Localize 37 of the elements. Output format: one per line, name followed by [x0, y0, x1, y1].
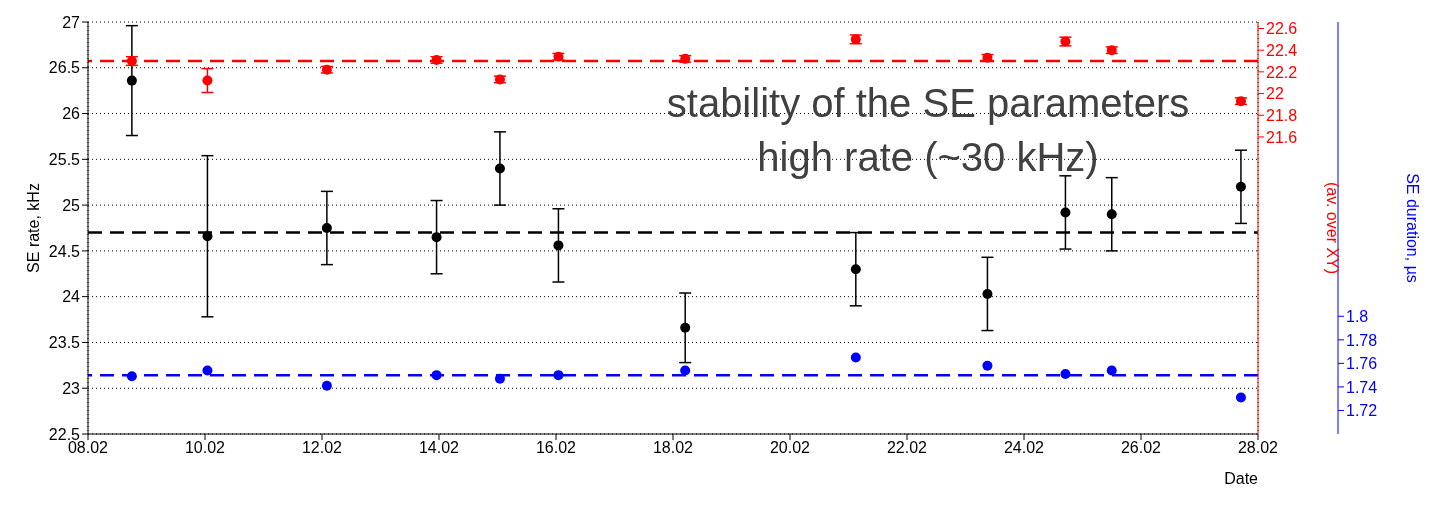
y2-tick-label: 22.4	[1266, 41, 1298, 59]
y3-tick-label: 1.74	[1346, 378, 1378, 396]
y-tick-label: 24	[62, 288, 81, 306]
x-tick-label: 24.02	[1003, 439, 1045, 457]
x-tick-label: 16.02	[535, 439, 577, 457]
x-tick-label: 18.02	[652, 439, 694, 457]
y3-tick-label: 1.76	[1346, 355, 1378, 373]
y2-tick-label: 22.6	[1266, 20, 1298, 38]
x-tick-label: 26.02	[1120, 439, 1162, 457]
x-tick-label: 28.02	[1237, 439, 1279, 457]
y-tick-label: 26	[62, 105, 81, 123]
y3-tick-label: 1.8	[1346, 307, 1369, 325]
y-tick-label: 25	[62, 196, 81, 214]
y2-tick-label: 21.6	[1266, 128, 1298, 146]
x-tick-label: 14.02	[418, 439, 460, 457]
y3-tick-label: 1.78	[1346, 331, 1378, 349]
x-tick-label: 20.02	[769, 439, 811, 457]
annotation: high rate (~30 kHz)	[756, 134, 1100, 181]
y-tick-label: 23	[62, 379, 81, 397]
y-tick-label: 24.5	[48, 242, 81, 260]
y-tick-label: 26.5	[48, 59, 81, 77]
x-tick-label: 22.02	[886, 439, 928, 457]
y-tick-label: 23.5	[48, 334, 81, 352]
y3-axis-title: SE duration, µs	[1404, 173, 1422, 283]
y2-axis-title: (av. over XY)	[1324, 181, 1342, 275]
y2-tick-label: 22.2	[1266, 63, 1298, 81]
y-tick-label: 25.5	[48, 151, 81, 169]
y-tick-label: 27	[62, 13, 81, 31]
y2-tick-label: 21.8	[1266, 106, 1298, 124]
x-tick-label: 08.02	[67, 439, 109, 457]
y2-tick-label: 22	[1266, 85, 1284, 103]
annotation: stability of the SE parameters	[665, 80, 1191, 127]
y-axis-title: SE rate, kHz	[24, 183, 42, 273]
y3-tick-label: 1.72	[1346, 402, 1378, 420]
x-tick-label: 10.02	[184, 439, 226, 457]
x-axis-title: Date	[1224, 470, 1259, 487]
x-tick-label: 12.02	[301, 439, 343, 457]
